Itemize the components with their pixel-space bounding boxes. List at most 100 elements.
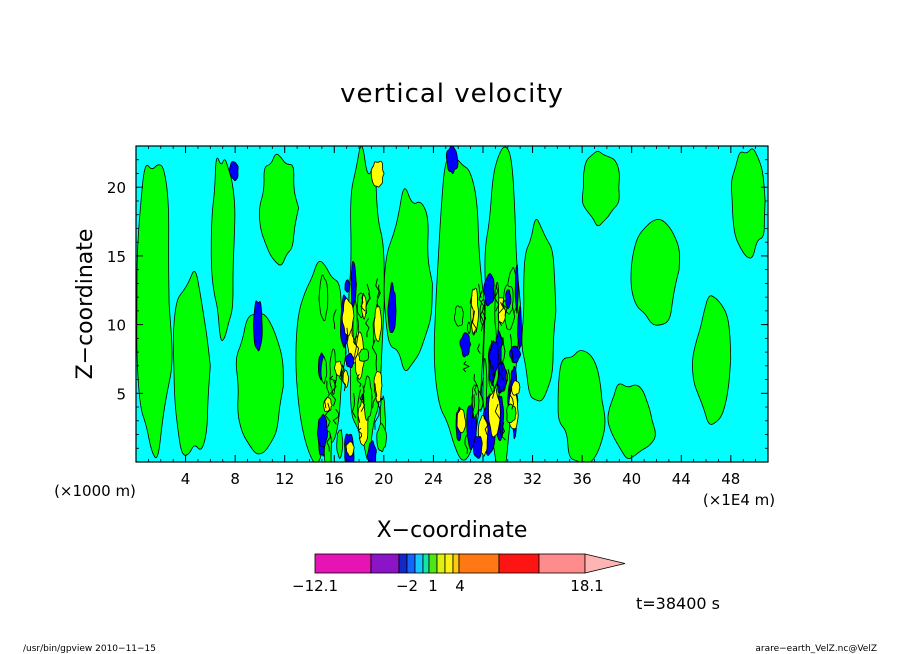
contour-line bbox=[351, 393, 357, 419]
contour-line bbox=[473, 374, 478, 396]
colorbar-segment bbox=[444, 553, 454, 574]
colorbar-segment bbox=[398, 553, 408, 574]
contour-region-green bbox=[557, 350, 606, 462]
x-unit-right: (×1E4 m) bbox=[703, 491, 775, 509]
convective-cell bbox=[334, 360, 343, 377]
contour-line bbox=[497, 301, 505, 327]
convective-cell bbox=[506, 403, 517, 424]
contour-line bbox=[491, 365, 496, 399]
contour-line bbox=[480, 305, 487, 332]
contour-line bbox=[501, 300, 508, 316]
colorbar-segment bbox=[370, 553, 400, 574]
y-axis-label: Z−coordinate bbox=[73, 229, 98, 380]
convective-cell bbox=[511, 380, 521, 396]
contour-line bbox=[372, 383, 378, 409]
x-tick-label: 28 bbox=[473, 470, 492, 488]
contour-region-green bbox=[259, 153, 300, 266]
contour-line bbox=[356, 373, 362, 388]
contour-line bbox=[480, 377, 484, 412]
convective-cell bbox=[488, 386, 501, 438]
footer-right: arare−earth_VelZ.nc@VelZ bbox=[755, 644, 877, 654]
x-tick-label: 20 bbox=[374, 470, 393, 488]
contour-line bbox=[508, 388, 514, 410]
contour-region-green bbox=[581, 150, 620, 227]
contour-line bbox=[365, 318, 370, 338]
contour-line bbox=[352, 336, 359, 361]
convective-cell bbox=[473, 435, 483, 459]
convective-cell bbox=[350, 261, 357, 308]
colorbar-extension-arrow bbox=[584, 553, 626, 574]
contour-line bbox=[332, 408, 339, 425]
convective-cell bbox=[466, 321, 471, 334]
colorbar-segment bbox=[406, 553, 416, 574]
contour-line bbox=[359, 385, 366, 412]
contour-region-green bbox=[630, 219, 680, 326]
contour-region-blue bbox=[387, 282, 397, 334]
contour-line bbox=[471, 394, 475, 419]
x-tick-label: 40 bbox=[622, 470, 641, 488]
x-tick-label: 48 bbox=[721, 470, 740, 488]
contour-region-green bbox=[692, 295, 732, 425]
contour-region-green bbox=[607, 383, 656, 459]
convective-cell bbox=[483, 273, 495, 307]
colorbar-segment bbox=[458, 553, 500, 574]
contour-line bbox=[375, 278, 381, 308]
y-tick-label: 5 bbox=[116, 385, 126, 403]
x-tick-label: 32 bbox=[523, 470, 542, 488]
colorbar-segment bbox=[422, 553, 430, 574]
contour-line bbox=[478, 290, 485, 324]
colorbar-label: 1 bbox=[428, 577, 438, 595]
contour-region-green bbox=[136, 164, 173, 459]
convective-cell bbox=[341, 298, 355, 337]
contour-line bbox=[501, 337, 506, 366]
x-tick-label: 8 bbox=[230, 470, 240, 488]
contour-region-green bbox=[731, 148, 766, 259]
contour-line bbox=[371, 339, 378, 371]
y-tick-label: 10 bbox=[107, 317, 126, 335]
convective-cell bbox=[344, 352, 355, 369]
colorbar-label: 4 bbox=[455, 577, 465, 595]
colorbar-label: −12.1 bbox=[292, 577, 338, 595]
contour-line bbox=[365, 283, 370, 314]
contour-region-green bbox=[235, 312, 284, 455]
y-tick-label: 20 bbox=[107, 179, 126, 197]
x-tick-label: 24 bbox=[424, 470, 443, 488]
contour-region-green bbox=[521, 219, 557, 402]
contour-line bbox=[496, 367, 501, 398]
x-tick-label: 12 bbox=[275, 470, 294, 488]
contour-line bbox=[324, 380, 330, 409]
convective-cell bbox=[373, 371, 383, 403]
contour-line bbox=[487, 340, 493, 363]
contour-line bbox=[476, 343, 481, 354]
contour-line bbox=[464, 434, 468, 454]
contour-line bbox=[357, 427, 362, 440]
contour-line bbox=[339, 364, 346, 392]
contour-line bbox=[507, 369, 512, 395]
contour-line bbox=[374, 400, 380, 430]
colorbar: −12.1 −2 1 4 18.1 bbox=[292, 553, 626, 595]
contour-region-blue bbox=[445, 146, 459, 174]
contour-line bbox=[324, 402, 331, 428]
contour-line bbox=[372, 316, 376, 344]
contour-line bbox=[360, 292, 366, 312]
contour-region-blue bbox=[253, 300, 263, 352]
convective-cell bbox=[471, 384, 480, 419]
colorbar-segment bbox=[538, 553, 586, 574]
colorbar-segment bbox=[436, 553, 446, 574]
x-tick-label: 44 bbox=[672, 470, 691, 488]
x-axis-label: X−coordinate bbox=[377, 518, 528, 543]
contour-line bbox=[340, 365, 345, 382]
colorbar-segment bbox=[414, 553, 424, 574]
convective-cell bbox=[344, 279, 351, 293]
convective-cell bbox=[514, 264, 519, 314]
convective-cell bbox=[363, 375, 373, 421]
x-tick-label: 16 bbox=[325, 470, 344, 488]
convective-cell bbox=[505, 289, 512, 310]
colorbar-label: 18.1 bbox=[570, 577, 603, 595]
contour-line bbox=[472, 310, 477, 335]
y-axis: 5 10 15 20 bbox=[107, 145, 768, 449]
colorbar-segment bbox=[314, 553, 372, 574]
contour-region-green bbox=[210, 157, 236, 342]
x-axis: 4 8 12 16 20 24 28 32 36 40 44 48 bbox=[147, 146, 769, 488]
